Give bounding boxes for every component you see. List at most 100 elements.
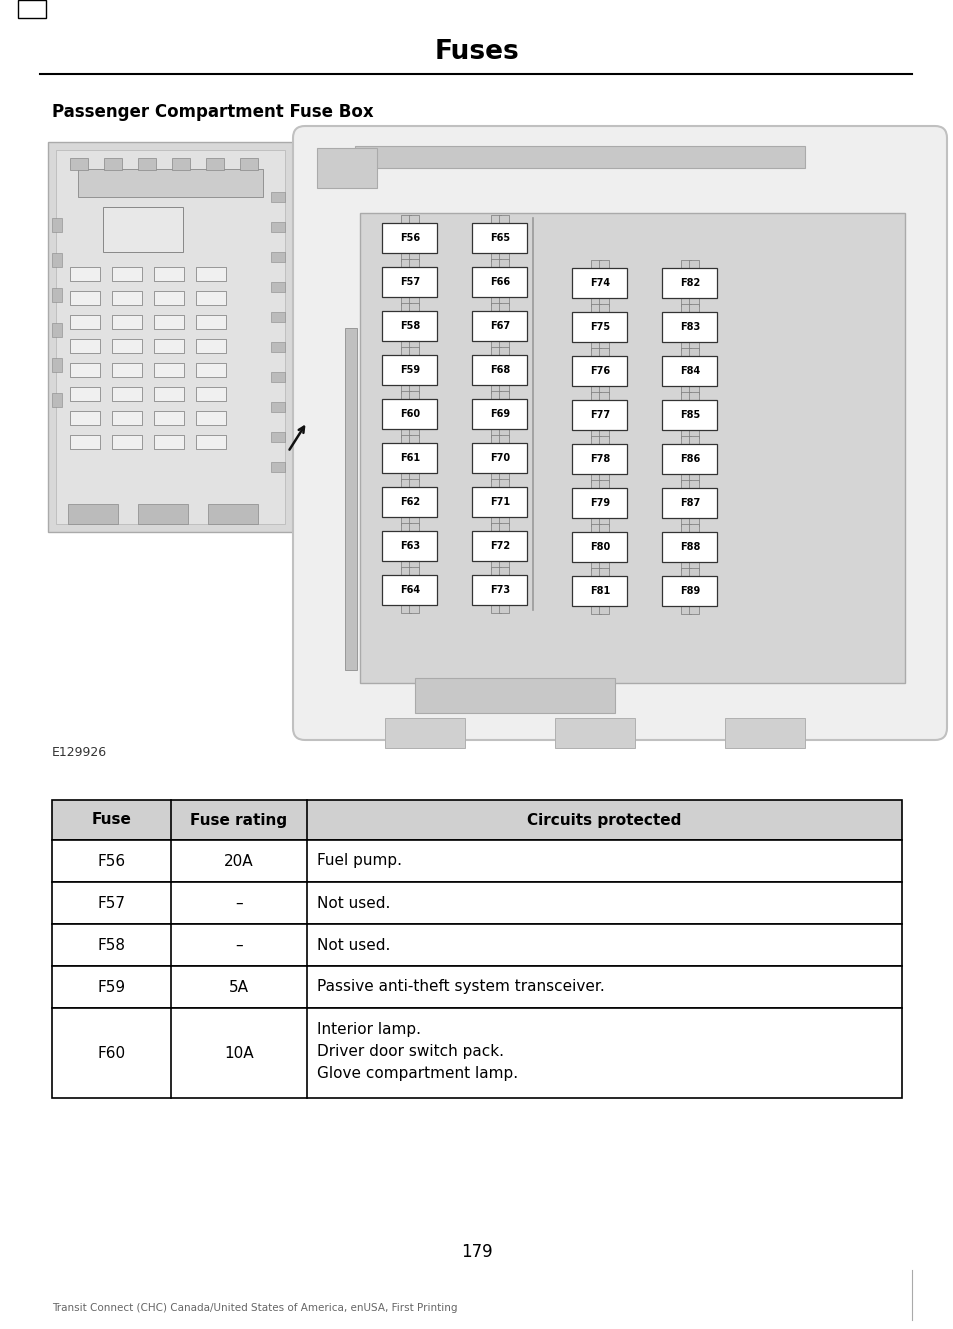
Bar	[688, 260, 699, 268]
Bar	[688, 385, 699, 393]
Text: Not used.: Not used.	[316, 937, 390, 953]
Text: Passenger Compartment Fuse Box: Passenger Compartment Fuse Box	[52, 104, 374, 121]
Bar	[70, 363, 100, 377]
Bar	[598, 348, 608, 356]
Bar	[271, 372, 285, 381]
Text: Driver door switch pack.: Driver door switch pack.	[316, 1045, 503, 1059]
Bar	[498, 567, 509, 575]
Text: F81: F81	[589, 586, 610, 595]
Bar	[498, 215, 509, 223]
Bar	[661, 400, 717, 431]
Bar	[472, 575, 527, 605]
Bar	[572, 268, 627, 298]
Bar	[491, 561, 500, 569]
Text: F89: F89	[679, 586, 700, 595]
Bar	[70, 291, 100, 304]
Bar	[680, 298, 690, 306]
Text: –: –	[235, 937, 243, 953]
Bar	[491, 605, 500, 613]
Bar	[382, 399, 437, 429]
Bar	[472, 443, 527, 473]
Bar	[498, 478, 509, 486]
Bar	[661, 312, 717, 342]
Bar	[112, 387, 142, 401]
Bar	[355, 146, 804, 167]
Text: F74: F74	[589, 278, 609, 288]
Bar	[153, 387, 184, 401]
Bar	[498, 259, 509, 267]
Bar	[112, 291, 142, 304]
Bar	[472, 399, 527, 429]
Bar	[52, 358, 62, 372]
Bar	[688, 436, 699, 444]
Bar	[112, 315, 142, 330]
Bar	[598, 385, 608, 393]
Bar	[153, 315, 184, 330]
Text: F88: F88	[679, 542, 700, 552]
Text: Not used.: Not used.	[316, 896, 390, 910]
Bar	[316, 148, 376, 187]
Bar	[680, 436, 690, 444]
Bar	[498, 473, 509, 481]
Bar	[70, 267, 100, 280]
Bar	[590, 436, 600, 444]
Bar	[498, 561, 509, 569]
Bar	[52, 840, 901, 882]
Text: –: –	[235, 896, 243, 910]
Bar	[382, 311, 437, 342]
Bar	[498, 429, 509, 437]
Bar	[661, 575, 717, 606]
Bar	[555, 718, 635, 748]
Bar	[590, 562, 600, 570]
Bar	[498, 524, 509, 532]
Bar	[661, 488, 717, 518]
Bar	[491, 567, 500, 575]
Bar	[598, 304, 608, 312]
Bar	[661, 532, 717, 562]
Bar	[572, 356, 627, 385]
Bar	[208, 504, 257, 524]
Bar	[598, 431, 608, 439]
Bar	[491, 259, 500, 267]
Bar	[572, 488, 627, 518]
Bar	[409, 347, 418, 355]
Bar	[112, 267, 142, 280]
Bar	[78, 169, 263, 197]
Bar	[400, 435, 411, 443]
Bar	[498, 391, 509, 399]
Bar	[195, 315, 226, 330]
Bar	[400, 303, 411, 311]
Bar	[409, 567, 418, 575]
Bar	[70, 435, 100, 449]
Bar	[491, 215, 500, 223]
Bar	[400, 605, 411, 613]
Bar	[491, 385, 500, 393]
Bar	[472, 223, 527, 253]
Bar	[598, 436, 608, 444]
Bar	[409, 478, 418, 486]
Bar	[498, 342, 509, 350]
Bar	[409, 473, 418, 481]
Bar	[103, 207, 183, 253]
Bar	[590, 304, 600, 312]
Bar	[195, 411, 226, 425]
Bar	[48, 142, 293, 532]
Bar	[598, 392, 608, 400]
Bar	[498, 253, 509, 260]
Bar	[52, 218, 62, 233]
Bar	[491, 429, 500, 437]
Bar	[409, 385, 418, 393]
Text: F70: F70	[490, 453, 510, 462]
Text: F59: F59	[399, 365, 419, 375]
Text: Circuits protected: Circuits protected	[527, 812, 681, 828]
Bar	[590, 385, 600, 393]
Bar	[52, 393, 62, 407]
Text: F67: F67	[490, 322, 510, 331]
Text: Fuel pump.: Fuel pump.	[316, 853, 401, 868]
Bar	[172, 158, 190, 170]
Bar	[680, 474, 690, 482]
Bar	[153, 363, 184, 377]
Bar	[491, 296, 500, 304]
Bar	[590, 567, 600, 575]
Text: F57: F57	[399, 276, 419, 287]
